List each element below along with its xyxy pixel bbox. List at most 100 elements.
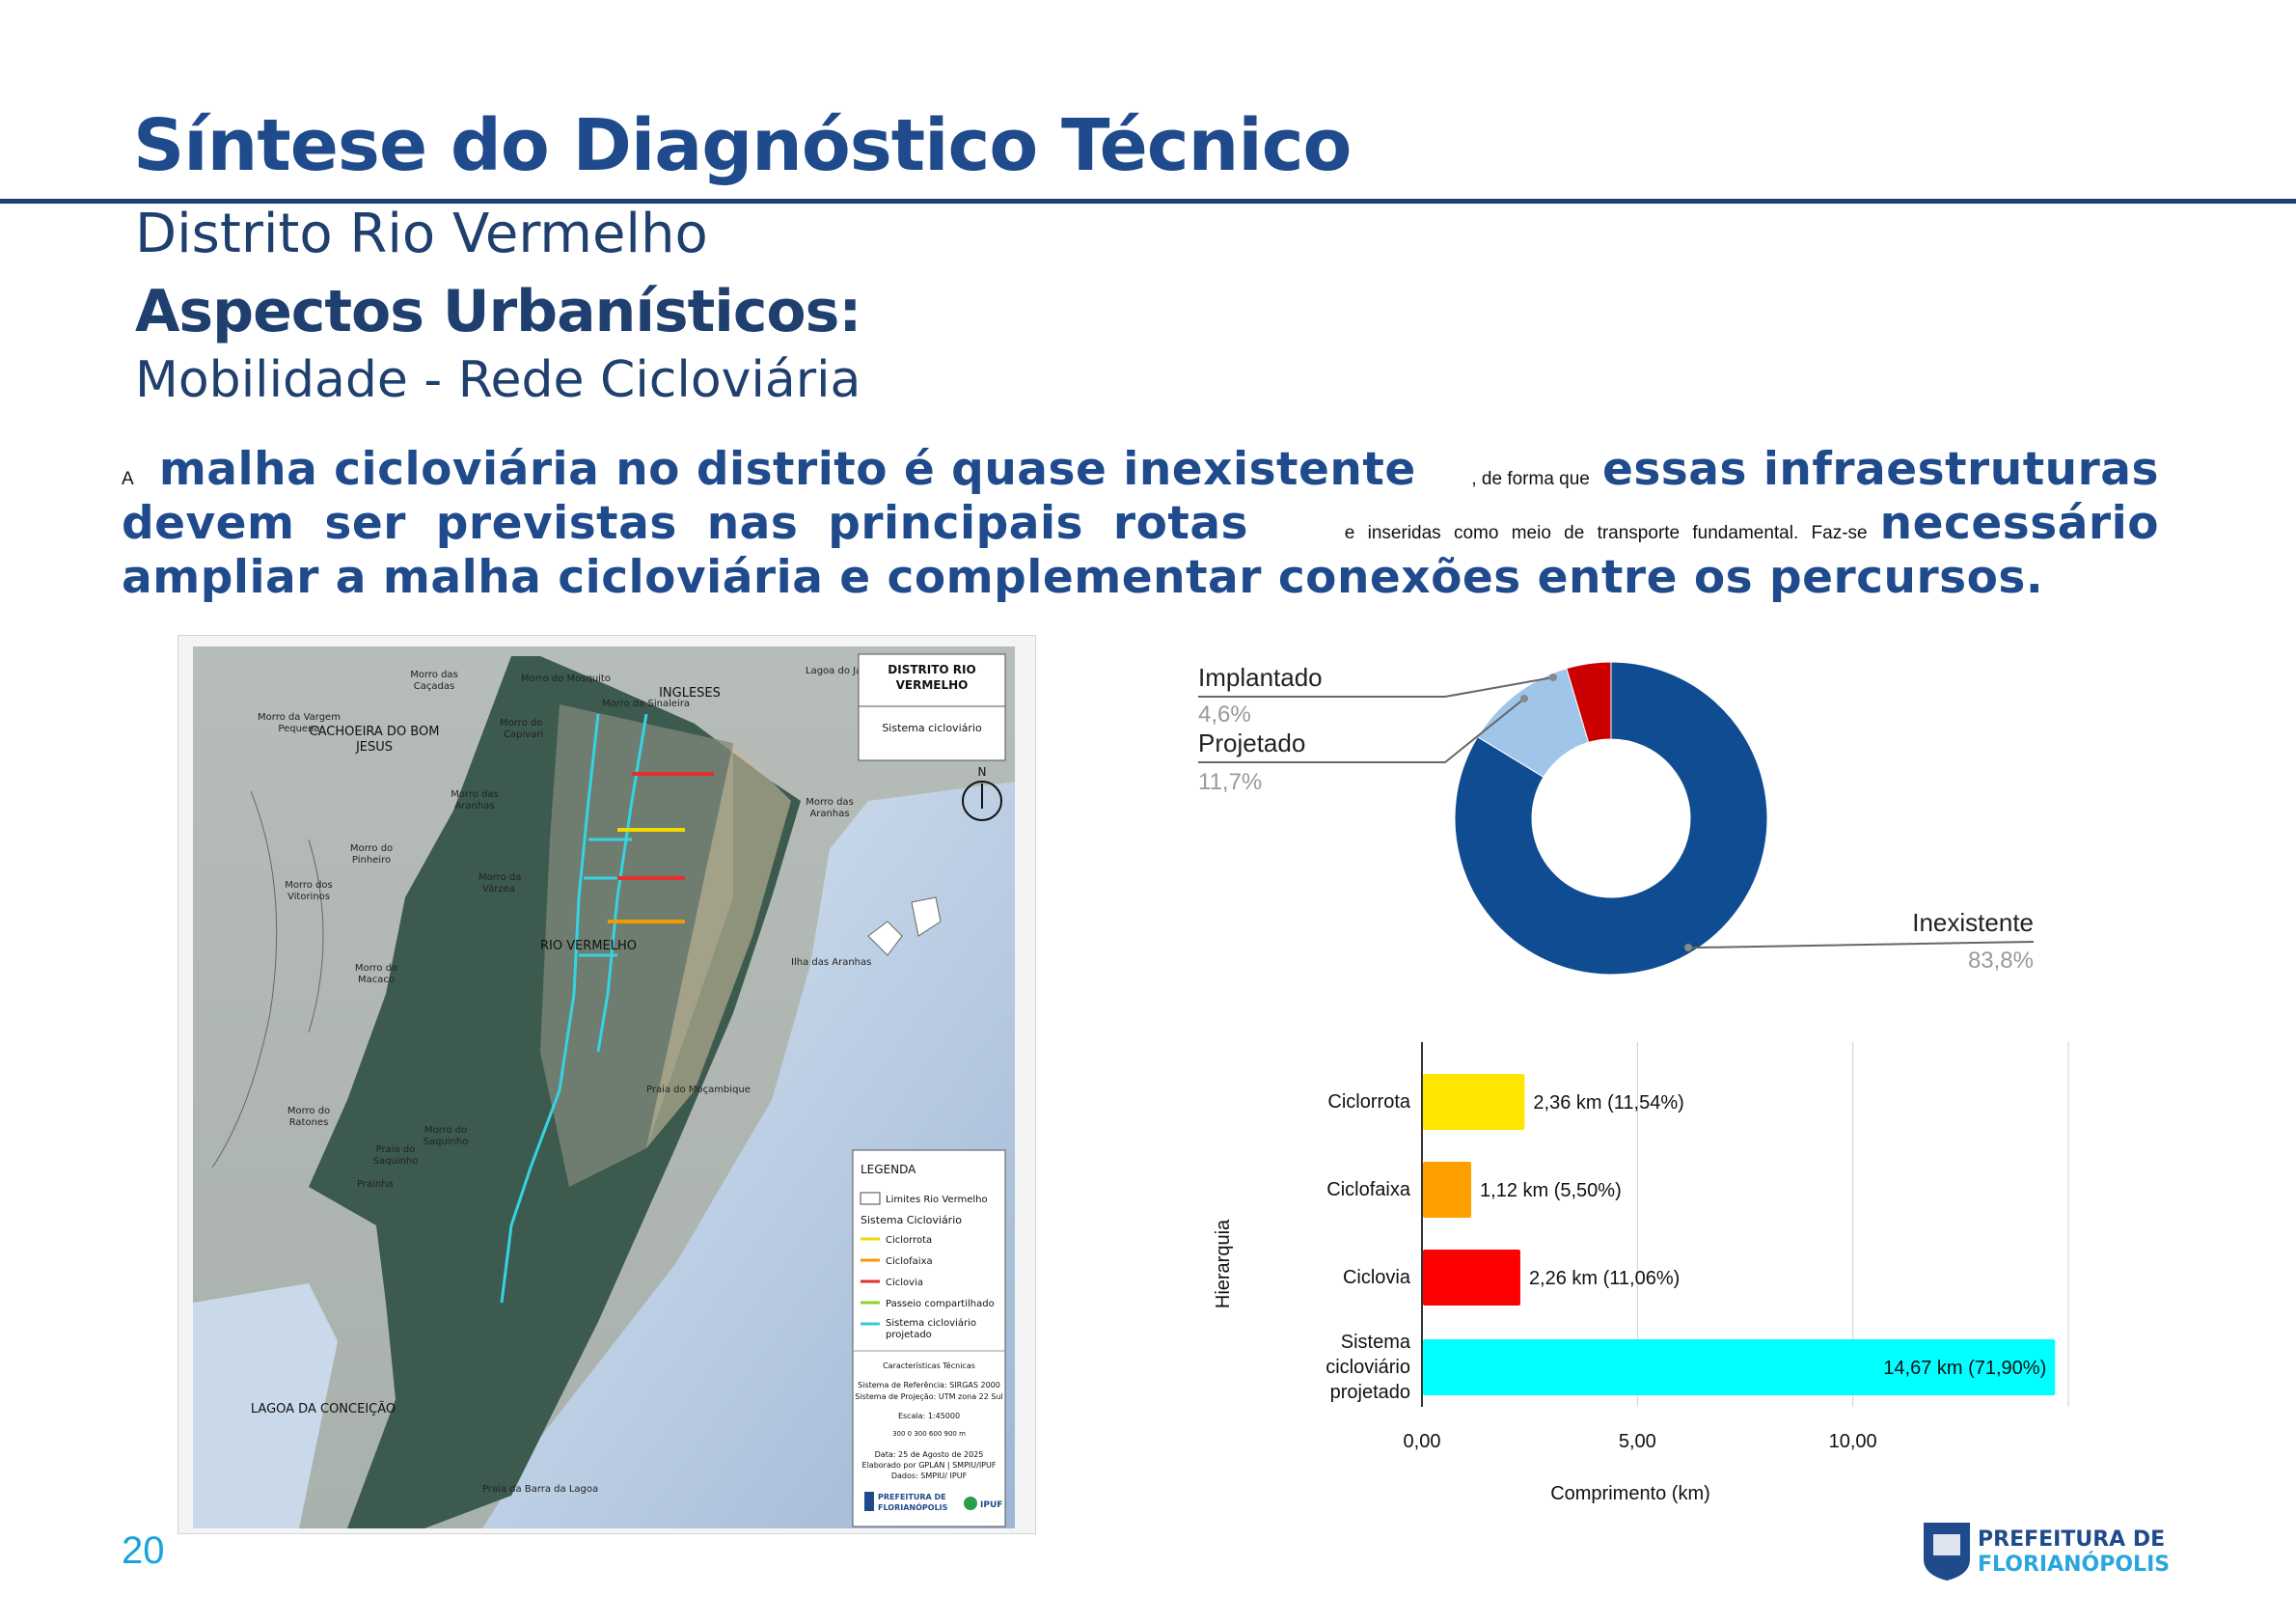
place-label: Morro do [500,718,542,729]
paragraph-small-text: , de forma que [1471,469,1590,489]
place-label: Ratones [289,1117,329,1128]
ipuf-logo-icon [964,1497,977,1510]
bar-ciclofaixa [1423,1162,1472,1218]
legend-item: Sistema cicloviário [886,1317,976,1329]
place-label-major: INGLESES [659,686,721,701]
donut-chart: Implantado 4,6% Projetado 11,7% Inexiste… [1198,661,2035,976]
place-label: Morro dos [285,880,333,891]
road-lines [211,790,324,1169]
place-label: Morro do [287,1106,330,1116]
leader-line [1198,676,1554,698]
leader-dot [1549,674,1557,681]
section-subheading: Mobilidade - Rede Cicloviária [135,351,861,409]
bar-chart: 0,00 5,00 10,00 Ciclorrota 2,36 km (11,54%)… [1213,1042,2069,1504]
legend-tech: Sistema de Projeção: UTM zona 22 Sul [855,1392,1002,1401]
prefeitura-logo: PREFEITURA DE FLORIANÓPOLIS [1924,1523,2170,1581]
paragraph-small-text: e inseridas como meio de transporte fund… [1344,523,1868,543]
place-label-major: LAGOA DA CONCEIÇÃO [251,1401,396,1417]
place-label: Macaco [358,975,395,985]
place-label: Aranhas [809,809,849,819]
north-arrow-icon [962,781,1002,821]
page-subtitle: Distrito Rio Vermelho [135,203,708,265]
legend-item: Ciclorrota [886,1235,932,1246]
legend-title: LEGENDA [861,1163,916,1176]
place-label: Várzea [482,883,515,894]
district-map: Morro das Caçadas Morro do Mosquito Morr… [193,646,1015,1528]
place-label: Praia da Barra da Lagoa [482,1484,598,1495]
place-label-major: RIO VERMELHO [540,939,637,953]
donut-slice-implantado [1566,661,1612,744]
legend-tech: Características Técnicas [883,1361,975,1370]
paragraph-highlight: ampliar a malha cicloviária e complement… [122,551,2044,604]
paragraph-text: A malha cicloviária no distrito é quase … [122,442,1416,496]
place-label: Saquinho [424,1137,469,1147]
map-subtitle: Sistema cicloviário [882,722,982,734]
page-number: 20 [122,1529,165,1572]
legend-item: projetado [886,1330,932,1340]
slice-value-label: 4,6% [1198,701,1251,728]
category-label: projetado [1330,1382,1410,1403]
projected-route [500,713,600,1304]
slice-value-label: 11,7% [1198,769,1262,795]
leader-dot [1520,695,1528,702]
place-label: Morro do Mosquito [521,674,611,684]
category-label: Ciclovia [1343,1267,1411,1288]
legend-item: Ciclovia [886,1278,923,1288]
paragraph-line-2: devem ser previstas nas principais rotas… [122,496,2159,550]
logo-text: PREFEITURA DE [1978,1527,2165,1552]
place-label: Morro do [424,1125,467,1136]
place-label: Morro da [478,872,521,883]
place-label: Morro das [806,797,854,808]
paragraph-small-text: A [122,469,134,489]
legend-tech: Data: 25 de Agosto de 2025 [875,1450,984,1459]
urban-area [540,704,733,1187]
bar-ciclovia [1423,1250,1520,1306]
paragraph-highlight: devem ser previstas nas principais rotas [122,497,1249,550]
donut-slices [1454,661,1768,976]
legend-scalebar: 300 0 300 600 900 m [892,1430,966,1438]
place-label: Capivari [504,729,543,740]
leader-line [1198,698,1525,763]
legend-tech: Dados: SMPIU/ IPUF [891,1472,968,1480]
place-label: Morro das [451,789,499,800]
place-label: Pequena [278,724,319,734]
legend-tech: Elaborado por GPLAN | SMPIU/IPUF [862,1461,997,1470]
slice-category-label: Inexistente [1912,908,2034,937]
category-label: Ciclorrota [1327,1091,1410,1113]
place-label: Morro da Vargem [258,712,341,723]
paragraph-highlight: necessário [1879,497,2159,550]
category-label: Sistema [1341,1332,1411,1353]
leader-dot [1684,944,1692,951]
islands [867,896,942,956]
data-label: 2,36 km (11,54%) [1533,1092,1683,1114]
lagoon-area [193,1283,338,1528]
data-label: 14,67 km (71,90%) [1883,1358,2046,1379]
place-label: Praia do [376,1144,416,1155]
place-label: Saquinho [373,1156,419,1167]
bar-sistema-cicloviário-projetado [1423,1339,2056,1395]
x-axis-title: Comprimento (km) [1550,1483,1710,1504]
place-label: Praia do Moçambique [646,1085,751,1095]
paragraph-text: , de forma que essas infraestruturas [1471,442,2159,496]
legend-logo-text: FLORIANÓPOLIS [878,1501,948,1512]
place-label-major: CACHOEIRA DO BOM [310,725,440,739]
x-tick-label: 5,00 [1619,1431,1656,1452]
legend-tech: Escala: 1:45000 [898,1412,960,1420]
paragraph-highlight: essas infraestruturas [1601,443,2159,496]
data-label: 2,26 km (11,06%) [1529,1268,1680,1289]
place-label: Vitorinos [287,892,330,902]
map-title: VERMELHO [896,678,969,692]
place-label: Morro da Sinaleira [602,699,690,709]
place-label: Lagoa do Ja [806,666,861,676]
legend-swatch [860,1192,881,1205]
map-title-box [858,653,1006,761]
dunes-area [646,743,791,1148]
place-label-major: JESUS [355,740,393,755]
map-title: DISTRITO RIO [888,663,975,676]
category-label: cicloviário [1326,1357,1410,1378]
legend-item: Limites Rio Vermelho [886,1195,988,1205]
title-divider [0,199,2296,204]
bar-marks: Ciclorrota 2,36 km (11,54%) Ciclofaixa 1,12… [1326,1074,2056,1403]
paragraph-text: e inseridas como meio de transporte fund… [1345,496,2159,550]
north-label: N [978,765,987,779]
